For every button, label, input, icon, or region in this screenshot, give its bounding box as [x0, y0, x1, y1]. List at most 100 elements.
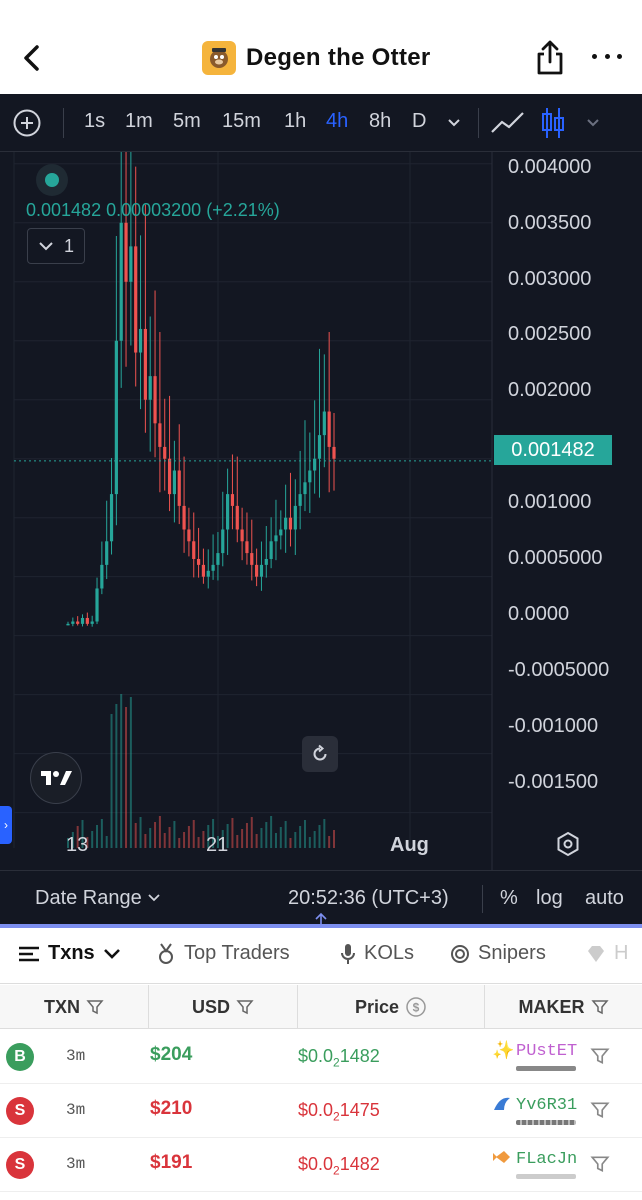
- filter-icon[interactable]: [236, 998, 254, 1016]
- line-chart-icon[interactable]: [490, 108, 526, 138]
- sell-badge: S: [6, 1097, 34, 1125]
- auto-scale-button[interactable]: auto: [585, 887, 624, 909]
- candle-body: [284, 517, 288, 530]
- tradingview-logo-icon[interactable]: [30, 752, 82, 804]
- filter-icon[interactable]: [86, 998, 104, 1016]
- timeframe-5m[interactable]: 5m: [173, 110, 201, 132]
- log-scale-button[interactable]: log: [536, 887, 563, 909]
- timeframe-1s[interactable]: 1s: [84, 110, 106, 132]
- tab-top-traders[interactable]: Top Traders: [156, 942, 290, 965]
- timeframe-1m[interactable]: 1m: [125, 110, 153, 132]
- candle-body: [80, 617, 85, 624]
- filter-icon[interactable]: [590, 1100, 610, 1120]
- diamond-icon: [588, 945, 604, 962]
- x-axis-label: 13: [66, 834, 89, 856]
- chart-panel[interactable]: 1s 1m 5m 15m 1h 4h 8h D 0.004000 0.00350…: [0, 94, 642, 924]
- timeframe-1h[interactable]: 1h: [284, 110, 307, 132]
- volume-bar: [129, 697, 132, 848]
- volume-bar: [236, 835, 239, 848]
- candle-body: [230, 494, 235, 506]
- candle-body: [269, 541, 273, 559]
- maker-link[interactable]: ✨ PUstET: [492, 1040, 582, 1074]
- tab-holders[interactable]: H: [586, 942, 628, 965]
- column-label: USD: [191, 996, 230, 1017]
- back-button[interactable]: [16, 40, 46, 76]
- collapse-indicators-button[interactable]: 1: [27, 228, 85, 264]
- price-zero-count: 2: [333, 1163, 340, 1178]
- timeframe-8h[interactable]: 8h: [369, 110, 392, 132]
- dollar-circle-icon[interactable]: $: [405, 996, 427, 1018]
- column-header-txn[interactable]: TXN: [0, 985, 149, 1029]
- chart-legend: 0.001482 0.00003200 (+2.21%): [26, 200, 280, 221]
- volume-bar: [289, 838, 292, 848]
- chevron-down-icon[interactable]: [445, 112, 463, 132]
- volume-bar: [168, 827, 171, 848]
- timeframe-15m[interactable]: 15m: [222, 110, 261, 132]
- candle-body: [76, 621, 80, 624]
- txn-usd: $191: [150, 1152, 193, 1173]
- volume-bar: [144, 834, 147, 848]
- volume-bar: [308, 837, 311, 848]
- maker-link[interactable]: FLacJn: [492, 1148, 582, 1182]
- volume-bar: [221, 830, 224, 848]
- candle-body: [250, 553, 254, 565]
- column-label: Price: [354, 996, 400, 1017]
- candle-body: [317, 435, 322, 459]
- y-axis-label: 0.003000: [508, 268, 592, 290]
- candle-body: [255, 564, 259, 577]
- candle-body: [245, 541, 249, 554]
- tab-kols[interactable]: KOLs: [340, 942, 414, 965]
- timeframe-d[interactable]: D: [412, 110, 427, 132]
- volume-bar: [270, 816, 273, 848]
- date-range-button[interactable]: Date Range: [35, 887, 161, 910]
- add-indicator-button[interactable]: [12, 108, 42, 143]
- timeframe-4h[interactable]: 4h: [326, 110, 349, 132]
- status-dot-icon: [36, 164, 68, 196]
- price-chart[interactable]: [0, 152, 642, 914]
- y-axis-label: 0.004000: [508, 156, 592, 178]
- volume-bar: [173, 821, 176, 848]
- chevron-down-icon[interactable]: [584, 112, 602, 132]
- candle-body: [201, 564, 206, 577]
- column-header-usd[interactable]: USD: [149, 985, 298, 1029]
- volume-bar: [139, 817, 142, 848]
- chart-settings-icon[interactable]: [555, 831, 581, 857]
- volume-bar: [216, 836, 219, 848]
- maker-address: PUstET: [516, 1042, 578, 1061]
- column-header-price[interactable]: Price $: [298, 985, 485, 1029]
- volume-bar: [192, 820, 195, 848]
- filter-icon[interactable]: [590, 998, 609, 1016]
- candlestick-icon[interactable]: [540, 106, 566, 140]
- price-prefix: $0.0: [298, 1154, 334, 1174]
- candle-body: [216, 553, 220, 565]
- token-title: Degen the Otter: [202, 40, 431, 76]
- candle-body: [158, 423, 162, 447]
- volume-bar: [183, 832, 186, 848]
- table-row[interactable]: B 3m $204 $0.021482 ✨ PUstET: [0, 1030, 642, 1084]
- column-header-maker[interactable]: MAKER: [485, 985, 642, 1029]
- filter-icon[interactable]: [590, 1046, 610, 1066]
- more-options-button[interactable]: [592, 46, 622, 66]
- candle-body: [279, 529, 283, 536]
- volume-bar: [81, 820, 84, 848]
- candle-body: [109, 494, 114, 542]
- volume-bar: [284, 821, 287, 848]
- filter-icon[interactable]: [590, 1154, 610, 1174]
- price-digits: 1475: [339, 1100, 380, 1120]
- candle-body: [264, 558, 268, 565]
- target-icon: [451, 944, 469, 963]
- y-axis-label: 0.0005000: [508, 547, 603, 569]
- table-row[interactable]: S 3m $210 $0.021475 Yv6R31: [0, 1084, 642, 1138]
- reset-icon: [313, 744, 327, 761]
- current-price-tag: 0.001482: [494, 435, 612, 465]
- maker-link[interactable]: Yv6R31: [492, 1094, 582, 1128]
- table-row[interactable]: S 3m $191 $0.021482 FLacJn: [0, 1138, 642, 1192]
- reset-chart-button[interactable]: [302, 736, 338, 772]
- share-button[interactable]: [534, 38, 566, 78]
- sidebar-toggle-button[interactable]: ›: [0, 806, 12, 844]
- tab-snipers[interactable]: Snipers: [450, 942, 546, 965]
- tab-bar: Txns Top Traders KOLs Snipers H: [0, 928, 642, 984]
- chevron-down-icon: [39, 242, 53, 251]
- tab-txns[interactable]: Txns: [18, 942, 121, 965]
- percent-scale-button[interactable]: %: [500, 887, 518, 909]
